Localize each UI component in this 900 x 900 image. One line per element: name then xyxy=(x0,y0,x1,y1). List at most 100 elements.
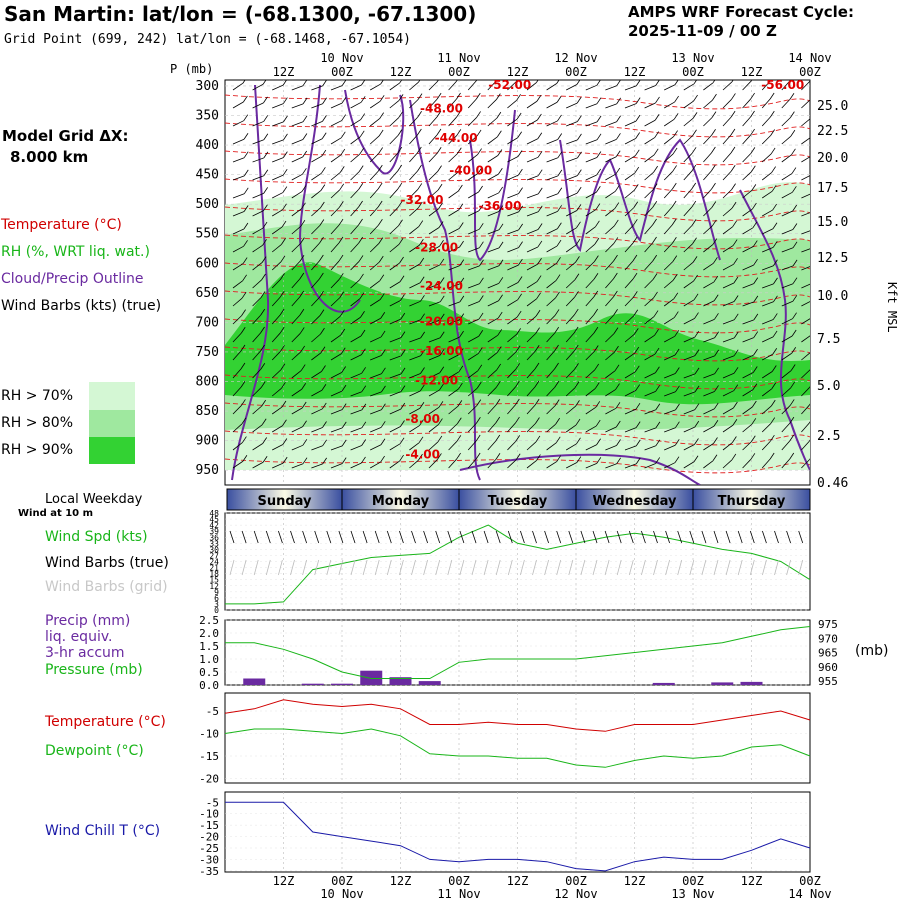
legend-wind: Wind Barbs (kts) (true) xyxy=(1,298,162,314)
weekday-label-sunday: Sunday xyxy=(257,494,312,509)
wind-barbs-profile xyxy=(232,80,810,469)
bottom-hour-label: 00Z xyxy=(331,874,353,888)
true-wind-barb xyxy=(362,530,368,544)
true-wind-barb xyxy=(749,530,755,544)
isotherm-line xyxy=(225,150,810,166)
true-wind-barb xyxy=(580,530,586,544)
page-title: San Martin: lat/lon = (-68.1300, -67.130… xyxy=(4,2,477,26)
precip-tick-label: 2.0 xyxy=(199,627,219,640)
pressure-tick-label-right: 975 xyxy=(818,618,838,631)
true-wind-barb xyxy=(483,530,489,544)
grid-point-subtitle: Grid Point (699, 242) lat/lon = (-68.146… xyxy=(4,32,411,47)
true-wind-barb xyxy=(786,530,791,544)
isotherm-line xyxy=(225,262,810,278)
true-wind-barb xyxy=(265,530,271,544)
kft-tick-label: 7.5 xyxy=(817,332,840,347)
grid-wind-barb xyxy=(616,559,622,576)
grid-wind-barb xyxy=(544,559,549,576)
legend-wind-chill: Wind Chill T (°C) xyxy=(45,823,161,839)
grid-wind-barb xyxy=(447,559,453,576)
isotherm-label: -12.00 xyxy=(415,373,458,387)
true-wind-barb xyxy=(278,530,283,544)
true-wind-barb xyxy=(302,530,307,544)
isotherm-line xyxy=(225,374,810,390)
grid-wind-barb xyxy=(459,559,465,576)
pressure-tick-label: 550 xyxy=(196,227,219,242)
true-wind-barb xyxy=(798,530,804,544)
legend-rh: RH (%, WRT liq. wat.) xyxy=(1,244,150,260)
grid-wind-barb xyxy=(749,559,755,576)
top-date-label: 14 Nov xyxy=(788,51,831,65)
isotherm-label: -44.00 xyxy=(435,131,478,145)
kft-tick-label: 17.5 xyxy=(817,181,848,196)
weekday-label-monday: Monday xyxy=(372,494,430,509)
grid-wind-barb xyxy=(278,559,283,576)
isotherm-line xyxy=(225,430,810,446)
isotherm-label: -52.00 xyxy=(488,78,531,92)
grid-wind-barb xyxy=(556,559,562,576)
true-wind-barb xyxy=(532,530,537,544)
kft-tick-label: 5.0 xyxy=(817,379,840,394)
chill-tick-label: -20 xyxy=(199,831,219,844)
true-wind-barb xyxy=(713,530,719,544)
pressure-tick-label: 800 xyxy=(196,375,219,390)
isotherm-label: -48.00 xyxy=(420,102,463,116)
weekday-label-thursday: Thursday xyxy=(718,494,786,509)
grid-wind-barb xyxy=(302,559,307,576)
true-wind-barb xyxy=(725,530,731,544)
precip-bar xyxy=(740,681,763,685)
pressure-tick-label: 850 xyxy=(196,404,219,419)
grid-wind-barb xyxy=(411,559,416,576)
weekday-label-tuesday: Tuesday xyxy=(488,494,548,509)
precip-bar xyxy=(389,677,412,685)
isotherm-label: -16.00 xyxy=(420,344,463,358)
temp-tick-label: -5 xyxy=(206,705,219,718)
pressure-tick-label: 500 xyxy=(196,197,219,212)
true-wind-barb xyxy=(689,530,695,544)
grid-wind-barb xyxy=(762,559,767,576)
chill-tick-label: -10 xyxy=(199,808,219,821)
forecast-cycle-title: AMPS WRF Forecast Cycle: xyxy=(628,3,854,21)
pressure-tick-label-right: 965 xyxy=(818,647,838,660)
kft-tick-label: 2.5 xyxy=(817,429,840,444)
true-wind-barb xyxy=(374,530,380,544)
wind-chill-line xyxy=(225,801,811,872)
temp-tick-label: -20 xyxy=(199,773,219,786)
grid-wind-barb xyxy=(507,559,513,576)
top-hour-label: 00Z xyxy=(565,65,587,79)
grid-wind-barb xyxy=(737,559,743,576)
bottom-date-label: 11 Nov xyxy=(437,887,480,900)
weekday-label: Local Weekday xyxy=(45,492,143,507)
legend-rh90: RH > 90% xyxy=(1,442,74,458)
true-wind-barb xyxy=(520,530,525,544)
bottom-hour-label: 00Z xyxy=(448,874,470,888)
true-wind-barb xyxy=(592,530,598,544)
pressure-tick-label-right: 955 xyxy=(818,675,838,688)
grid-wind-barb xyxy=(399,559,404,576)
precip-bar xyxy=(418,681,441,685)
bottom-hour-label: 12Z xyxy=(624,874,646,888)
grid-wind-barb xyxy=(483,559,489,576)
grid-wind-barb xyxy=(786,559,791,576)
top-hour-label: 00Z xyxy=(331,65,353,79)
top-hour-label: 12Z xyxy=(273,65,295,79)
true-wind-barb xyxy=(411,530,416,544)
bottom-hour-label: 00Z xyxy=(682,874,704,888)
grid-wind-barb xyxy=(495,559,501,576)
grid-wind-barb xyxy=(725,559,731,576)
bottom-hour-label: 12Z xyxy=(273,874,295,888)
kft-tick-label: 12.5 xyxy=(817,251,848,266)
pressure-tick-label: 350 xyxy=(196,108,219,123)
precip-bar xyxy=(331,683,353,685)
isotherm-label: -24.00 xyxy=(420,279,463,293)
true-wind-barb xyxy=(628,530,634,544)
pressure-tick-label: 600 xyxy=(196,256,219,271)
model-grid-label: Model Grid ΔX: xyxy=(2,127,129,145)
pressure-line xyxy=(225,626,811,679)
kft-tick-label: 22.5 xyxy=(817,124,848,139)
true-wind-barb xyxy=(677,530,683,544)
legend-wind-barbs-true: Wind Barbs (true) xyxy=(45,555,169,571)
isotherm-line xyxy=(225,206,810,222)
top-date-label: 10 Nov xyxy=(320,51,363,65)
legend-wind-barbs-grid: Wind Barbs (grid) xyxy=(45,579,168,595)
